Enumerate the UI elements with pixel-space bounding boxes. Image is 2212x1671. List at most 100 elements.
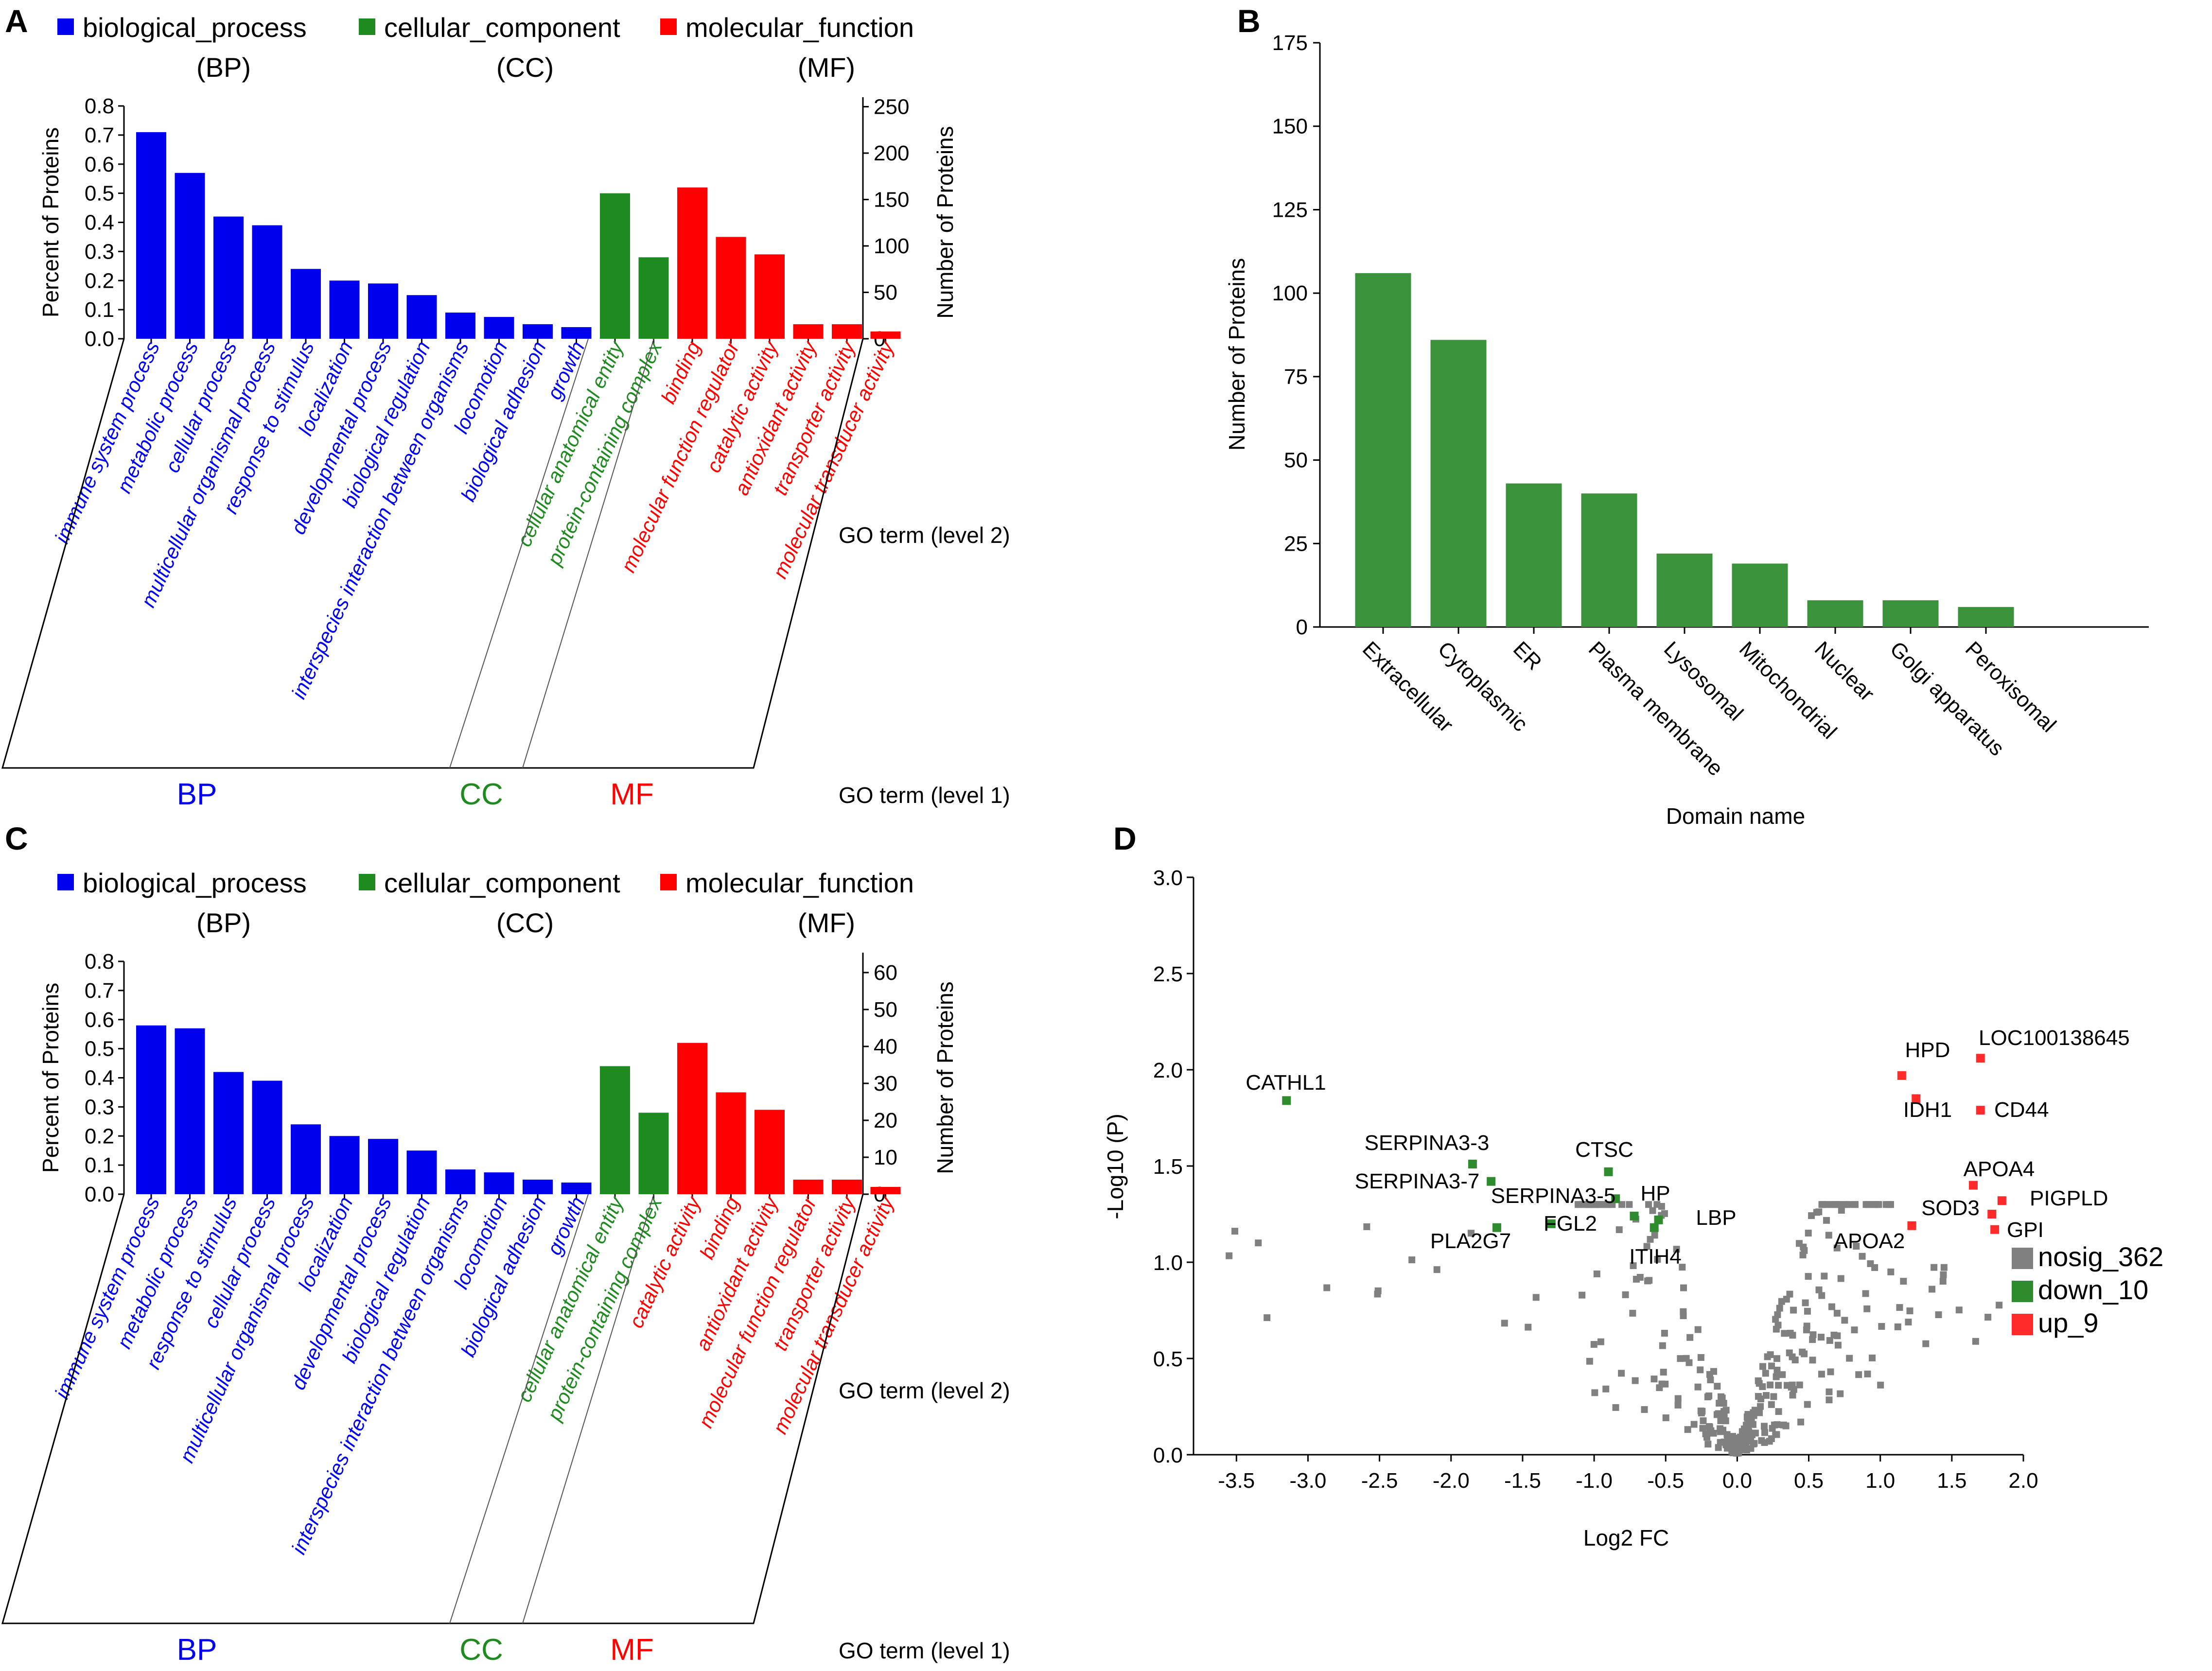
- nosig-point: [1776, 1305, 1783, 1312]
- y-tick-label: 2.5: [1153, 962, 1183, 986]
- nosig-point: [1612, 1404, 1619, 1411]
- level1-label-bp: BP: [177, 1633, 217, 1667]
- nosig-point: [1705, 1392, 1713, 1399]
- nosig-point: [1791, 1357, 1799, 1364]
- nosig-point: [1704, 1441, 1712, 1448]
- up-point-LOC100138645: [1976, 1054, 1985, 1063]
- bar-localization: [329, 1136, 360, 1194]
- nosig-point: [1821, 1201, 1828, 1208]
- nosig-point: [1644, 1277, 1651, 1285]
- nosig-point: [1603, 1201, 1611, 1208]
- nosig-point: [1759, 1363, 1766, 1370]
- nosig-point: [1768, 1401, 1775, 1408]
- bar-response-to-stimulus: [291, 269, 321, 339]
- nosig-point: [1803, 1323, 1810, 1330]
- nosig-point: [1705, 1423, 1713, 1430]
- nosig-point: [1662, 1414, 1669, 1422]
- nosig-point: [1764, 1353, 1771, 1360]
- nosig-point: [1761, 1423, 1768, 1430]
- x-tick-label: Nuclear: [1810, 637, 1879, 706]
- bar-developmental-process: [368, 283, 398, 339]
- nosig-point: [1756, 1380, 1763, 1387]
- nosig-point: [1698, 1410, 1705, 1417]
- x-tick-label: Plasma membrane: [1584, 637, 1728, 781]
- up-point-APOA4: [1968, 1181, 1978, 1190]
- legend-swatch-nosig: [2012, 1248, 2033, 1269]
- nosig-point: [1766, 1438, 1773, 1445]
- nosig-point: [1797, 1418, 1805, 1426]
- x-tick-label: -2.5: [1361, 1469, 1398, 1493]
- y-tick-label: 0.6: [85, 1008, 114, 1032]
- nosig-point: [1680, 1284, 1687, 1291]
- y-tick-label: 0.8: [85, 950, 114, 974]
- divider-cc-mf: [522, 1194, 654, 1624]
- y-tick-label: 0.5: [85, 1037, 114, 1061]
- nosig-point: [1720, 1411, 1728, 1419]
- nosig-point: [1852, 1201, 1859, 1208]
- x-tick-label: -1.0: [1576, 1469, 1613, 1493]
- nosig-point: [1673, 1246, 1680, 1253]
- nosig-point: [1762, 1392, 1770, 1399]
- bar-Nuclear: [1807, 600, 1863, 627]
- nosig-point: [1833, 1244, 1841, 1252]
- bar-growth: [561, 327, 592, 339]
- nosig-point: [1906, 1307, 1914, 1315]
- y-tick-label: 0.4: [85, 211, 114, 235]
- y2-tick-label: 30: [874, 1072, 897, 1096]
- y-tick-label: 0.8: [85, 94, 114, 118]
- nosig-point: [1996, 1302, 2003, 1309]
- nosig-point: [1590, 1341, 1598, 1348]
- down-label-FGL2: FGL2: [1544, 1212, 1597, 1236]
- up-point-CD44: [1976, 1106, 1985, 1115]
- nosig-point: [1790, 1306, 1797, 1314]
- y-tick-label: 0.1: [85, 1153, 114, 1177]
- nosig-point: [1744, 1413, 1752, 1421]
- nosig-point: [1774, 1311, 1781, 1318]
- divider-cc-mf: [522, 338, 654, 768]
- nosig-point: [1629, 1309, 1636, 1317]
- y-tick-label: 0: [1296, 615, 1308, 639]
- legend-label-up: up_9: [2038, 1307, 2099, 1338]
- bar-Peroxisomal: [1958, 607, 2014, 627]
- up-label-APOA2: APOA2: [1834, 1229, 1905, 1253]
- bar-Extracellular: [1355, 273, 1411, 627]
- nosig-point: [1779, 1371, 1786, 1378]
- bar-Mitochondrial: [1732, 563, 1788, 627]
- nosig-point: [1674, 1401, 1682, 1409]
- down-label-SERPINA3-3: SERPINA3-3: [1365, 1131, 1490, 1155]
- bar-interspecies-interaction-between-organisms: [445, 1169, 475, 1194]
- panel-label-b: B: [1237, 3, 1261, 39]
- nosig-point: [1686, 1334, 1694, 1341]
- nosig-point: [1865, 1201, 1873, 1208]
- down-point-LBP: [1654, 1215, 1663, 1224]
- nosig-point: [1894, 1323, 1901, 1330]
- y-tick-label: 175: [1272, 31, 1308, 55]
- bar-transporter-activity: [832, 1180, 862, 1194]
- bar-Golgi-apparatus: [1882, 600, 1939, 627]
- y2-tick-label: 150: [874, 188, 909, 212]
- legend-swatch-cc: [359, 18, 375, 35]
- bar-interspecies-interaction-between-organisms: [445, 313, 475, 339]
- y2-axis-title: Number of Proteins: [932, 126, 958, 318]
- level2-axis-title: GO term (level 2): [839, 522, 1010, 548]
- y2-tick-label: 60: [874, 961, 897, 985]
- level2-axis-title: GO term (level 2): [839, 1378, 1010, 1403]
- x-tick-label: -3.5: [1218, 1469, 1255, 1493]
- nosig-point: [1900, 1278, 1907, 1285]
- down-label-HP: HP: [1640, 1182, 1670, 1205]
- y-tick-label: 2.0: [1153, 1059, 1183, 1082]
- nosig-point: [1802, 1299, 1809, 1306]
- nosig-point: [1823, 1217, 1830, 1224]
- nosig-point: [1618, 1370, 1625, 1377]
- nosig-point: [1742, 1422, 1750, 1429]
- legend-label-cc: cellular_component: [384, 868, 620, 898]
- level1-label-cc: CC: [459, 778, 503, 811]
- x-axis-title: Domain name: [1666, 803, 1805, 829]
- nosig-point: [1821, 1272, 1828, 1280]
- up-label-APOA4: APOA4: [1964, 1157, 2035, 1181]
- y-tick-label: 1.0: [1153, 1251, 1183, 1275]
- legend-label-bp: biological_process: [83, 868, 307, 898]
- nosig-point: [1710, 1368, 1718, 1375]
- nosig-point: [1972, 1338, 1979, 1345]
- nosig-point: [1922, 1340, 1930, 1347]
